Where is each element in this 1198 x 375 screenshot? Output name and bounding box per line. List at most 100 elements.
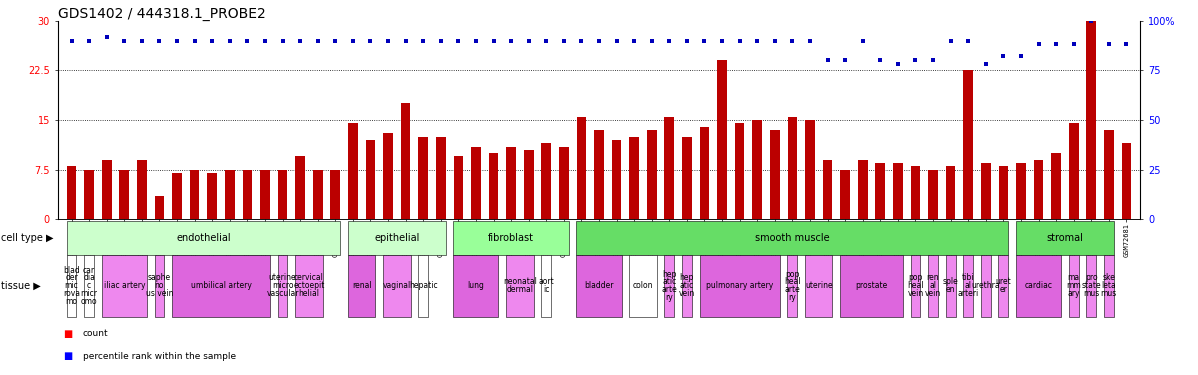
Bar — [998, 166, 1009, 219]
Bar — [454, 156, 464, 219]
Point — [168, 38, 187, 44]
Point — [150, 38, 169, 44]
Bar — [173, 173, 182, 219]
Text: umbilical artery: umbilical artery — [190, 281, 252, 291]
Text: stromal: stromal — [1047, 233, 1083, 243]
Point — [184, 38, 204, 44]
Point — [1064, 42, 1083, 48]
Bar — [189, 170, 200, 219]
Point — [344, 38, 363, 44]
Bar — [858, 160, 867, 219]
Point — [379, 38, 398, 44]
Text: ma
mm
ary: ma mm ary — [1066, 273, 1081, 298]
Bar — [665, 117, 674, 219]
Bar — [1034, 160, 1043, 219]
Bar — [137, 160, 146, 219]
Point — [1011, 53, 1030, 59]
Point — [431, 38, 450, 44]
Bar — [981, 163, 991, 219]
Text: epithelial: epithelial — [374, 233, 419, 243]
Bar — [260, 170, 270, 219]
Point — [1047, 42, 1066, 48]
Point — [589, 38, 609, 44]
Bar — [489, 153, 498, 219]
Point — [1082, 18, 1101, 24]
Bar — [1052, 153, 1061, 219]
Text: pulmonary artery: pulmonary artery — [706, 281, 773, 291]
Bar — [1105, 130, 1114, 219]
Point — [484, 38, 503, 44]
Point — [237, 38, 256, 44]
Point — [308, 38, 327, 44]
Point — [62, 38, 81, 44]
Point — [677, 38, 696, 44]
Point — [835, 57, 854, 63]
Text: bladder: bladder — [585, 281, 613, 291]
Bar — [278, 170, 288, 219]
Bar — [84, 170, 93, 219]
Text: prostate: prostate — [855, 281, 888, 291]
Text: uterine
micro
vascular: uterine micro vascular — [266, 273, 298, 298]
Text: blad
der
mic
rova
mo: blad der mic rova mo — [63, 266, 80, 306]
Text: urethra: urethra — [972, 281, 1000, 291]
Bar — [120, 170, 129, 219]
Point — [202, 38, 222, 44]
Point — [97, 33, 116, 39]
Text: pro
state
mus: pro state mus — [1082, 273, 1101, 298]
Point — [502, 38, 521, 44]
Bar — [67, 166, 77, 219]
Bar — [559, 147, 569, 219]
Text: uret
er: uret er — [996, 278, 1011, 294]
Bar — [383, 133, 393, 219]
Text: GDS1402 / 444318.1_PROBE2: GDS1402 / 444318.1_PROBE2 — [58, 7, 265, 21]
Bar — [718, 60, 727, 219]
Point — [800, 38, 819, 44]
Point — [571, 38, 591, 44]
Text: iliac artery: iliac artery — [103, 281, 145, 291]
Point — [906, 57, 925, 63]
Point — [115, 38, 134, 44]
Point — [361, 38, 380, 44]
Bar — [1087, 21, 1096, 219]
Point — [466, 38, 485, 44]
Text: car
dia
c
micr
omo: car dia c micr omo — [80, 266, 98, 306]
Point — [255, 38, 274, 44]
Bar — [102, 160, 111, 219]
Point — [942, 38, 961, 44]
Point — [642, 38, 661, 44]
Text: cervical
ectoepit
helial: cervical ectoepit helial — [294, 273, 325, 298]
Bar — [365, 140, 375, 219]
Bar — [401, 104, 411, 219]
Text: endothelial: endothelial — [176, 233, 231, 243]
Text: ■: ■ — [63, 351, 73, 361]
Point — [413, 38, 432, 44]
Text: hep
atic
vein: hep atic vein — [679, 273, 695, 298]
Bar — [295, 156, 305, 219]
Bar — [331, 170, 340, 219]
Point — [660, 38, 679, 44]
Point — [1117, 42, 1136, 48]
Text: tibi
al
arteri: tibi al arteri — [957, 273, 979, 298]
Text: saphe
no
us vein: saphe no us vein — [146, 273, 174, 298]
Bar — [647, 130, 657, 219]
Bar — [349, 123, 358, 219]
Text: neonatal
dermal: neonatal dermal — [503, 278, 537, 294]
Bar — [507, 147, 516, 219]
Text: fibroblast: fibroblast — [488, 233, 534, 243]
Point — [273, 38, 292, 44]
Bar — [594, 130, 604, 219]
Bar — [225, 170, 235, 219]
Point — [818, 57, 837, 63]
Point — [79, 38, 98, 44]
Bar — [207, 173, 217, 219]
Text: smooth muscle: smooth muscle — [755, 233, 830, 243]
Text: ske
leta
mus: ske leta mus — [1101, 273, 1117, 298]
Point — [624, 38, 643, 44]
Bar — [471, 147, 480, 219]
Text: ren
al
vein: ren al vein — [925, 273, 942, 298]
Bar — [945, 166, 956, 219]
Point — [1100, 42, 1119, 48]
Point — [782, 38, 801, 44]
Text: count: count — [83, 329, 108, 338]
Text: pop
heal
arte
ry: pop heal arte ry — [785, 270, 800, 302]
